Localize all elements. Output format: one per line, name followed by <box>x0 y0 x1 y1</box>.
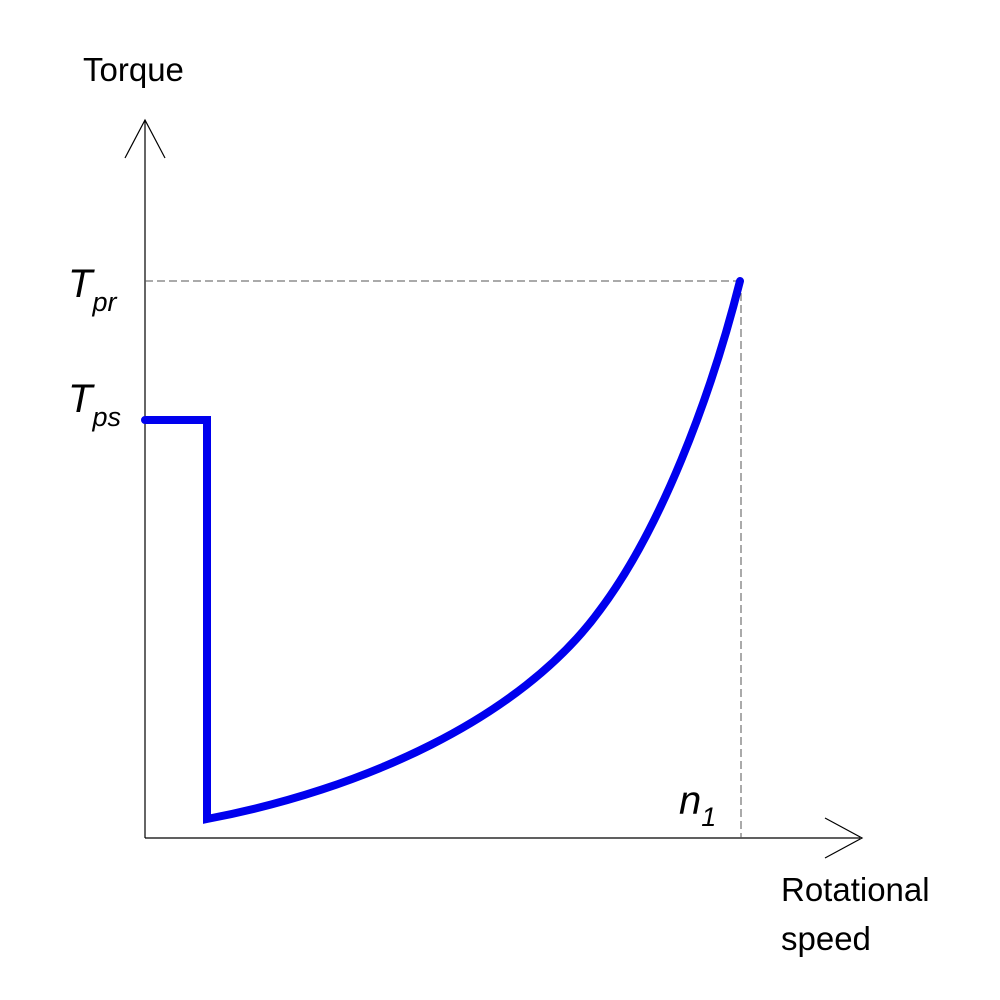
n1-label-sub: 1 <box>701 802 716 832</box>
torque-curve <box>141 277 744 824</box>
x-axis-title-line1: Rotational <box>781 871 930 908</box>
tpr-label-sub: pr <box>91 287 117 317</box>
tps-label-sub: ps <box>91 402 121 432</box>
n1-label-main: n <box>679 779 701 823</box>
x-axis-title-line2: speed <box>781 920 871 957</box>
tps-label-main: T <box>68 377 95 421</box>
tpr-label-main: T <box>68 262 95 306</box>
x-axis-title: Rotational speed <box>781 871 939 957</box>
n1-label: n1 <box>679 779 716 832</box>
tps-label: Tps <box>68 377 121 432</box>
x-axis-arrowhead <box>824 817 864 859</box>
y-axis-arrowhead <box>124 118 166 159</box>
tpr-label: Tpr <box>68 262 117 317</box>
y-axis-title: Torque <box>83 51 184 88</box>
